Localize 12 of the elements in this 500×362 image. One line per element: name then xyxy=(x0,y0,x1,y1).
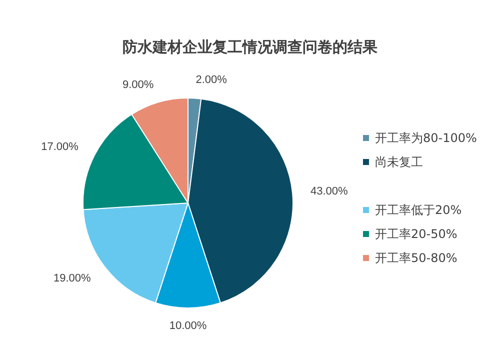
legend-label: 开工率为80-100% xyxy=(375,130,477,146)
legend-label: 开工率20-50% xyxy=(375,226,458,242)
data-label: 9.00% xyxy=(122,78,154,91)
data-label: 10.00% xyxy=(169,320,207,332)
data-label: 43.00% xyxy=(310,185,348,198)
legend-label: 开工率50-80% xyxy=(375,250,458,266)
legend-label: 尚未复工 xyxy=(375,154,423,170)
legend-label: 开工率低于20% xyxy=(375,202,462,218)
chart-title: 防水建材企业复工情况调查问卷的结果 xyxy=(122,38,378,57)
data-label: 17.00% xyxy=(41,141,79,154)
data-label: 2.00% xyxy=(196,74,228,86)
data-label: 19.00% xyxy=(54,272,92,284)
